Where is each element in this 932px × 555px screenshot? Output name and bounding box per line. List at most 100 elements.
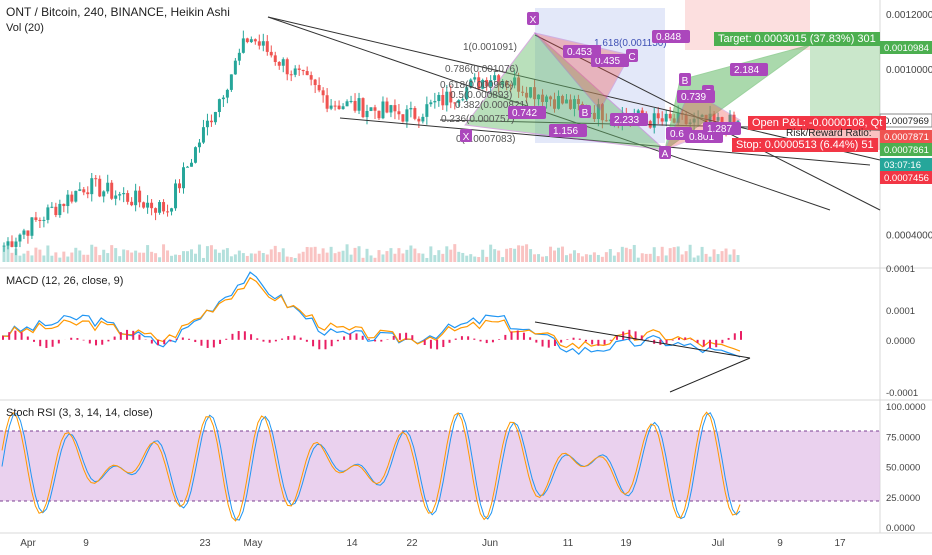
volume-bar: [258, 251, 261, 262]
volume-bar: [102, 250, 105, 262]
volume-bar: [222, 250, 225, 262]
volume-bar: [330, 247, 333, 262]
macd-histogram-bar: [554, 340, 556, 346]
candle-body: [314, 80, 317, 85]
macd-histogram-bar: [697, 340, 699, 343]
price-badge-text: 0.0007871: [884, 132, 929, 143]
candle-body: [18, 235, 21, 242]
candle-body: [362, 98, 365, 117]
candle-body: [106, 183, 109, 192]
candle-body: [417, 119, 420, 122]
candle-body: [342, 106, 345, 109]
volume-bar: [26, 251, 29, 262]
macd-pane[interactable]: [2, 272, 750, 392]
macd-histogram-bar: [225, 339, 227, 340]
target-label[interactable]: Target: 0.0003015 (37.83%) 301: [714, 32, 880, 46]
volume-bar: [637, 258, 640, 262]
candle-body: [46, 207, 49, 220]
candle-body: [22, 230, 25, 234]
macd-histogram-bar: [331, 340, 333, 346]
volume-bar: [525, 244, 528, 262]
candle-body: [34, 217, 37, 220]
candle-body: [437, 95, 440, 101]
pattern-ratio-label: 1.156: [553, 126, 578, 137]
candle-body: [653, 113, 656, 127]
volume-bar: [14, 249, 17, 262]
pattern-ratio-label: 0.848: [656, 32, 681, 43]
macd-histogram-bar: [455, 339, 457, 340]
volume-bar: [701, 247, 704, 262]
macd-histogram-bar: [21, 332, 23, 340]
macd-histogram-bar: [337, 340, 339, 341]
volume-bar: [461, 253, 464, 262]
symbol-title: ONT / Bitcoin, 240, BINANCE, Heikin Ashi: [6, 5, 230, 19]
macd-histogram-bar: [666, 340, 668, 344]
candle-body: [94, 178, 97, 179]
macd-histogram-bar: [393, 336, 395, 340]
macd-histogram-bar: [200, 340, 202, 346]
candle-body: [166, 211, 169, 212]
price-badge-text: 0.0010984: [884, 43, 929, 54]
volume-bar: [214, 249, 217, 262]
macd-histogram-bar: [548, 340, 550, 348]
stop-label[interactable]: Stop: 0.0000513 (6.44%) 51: [732, 138, 878, 152]
price-axis-tick: 0.0010000: [886, 65, 932, 76]
macd-histogram-bar: [579, 339, 581, 340]
macd-histogram-bar: [622, 332, 624, 340]
candle-body: [210, 121, 213, 122]
volume-bar: [94, 247, 97, 262]
price-pane[interactable]: [3, 17, 881, 255]
rsi-band: [0, 431, 880, 501]
candle-body: [14, 241, 17, 246]
volume-bar: [354, 248, 357, 262]
rsi-axis-tick: 50.0000: [886, 463, 920, 474]
volume-bar: [146, 245, 149, 262]
macd-axis-tick: 0.0000: [886, 336, 915, 347]
fib-level-label: 0.236(0.000757): [441, 114, 514, 125]
macd-histogram-bar: [114, 337, 116, 340]
volume-bar: [517, 245, 520, 262]
volume-bar: [645, 254, 648, 262]
volume-bar: [150, 252, 153, 262]
candle-body: [114, 196, 117, 199]
macd-histogram-bar: [231, 334, 233, 340]
volume-bar: [270, 249, 273, 262]
candle-body: [66, 195, 69, 206]
macd-histogram-bar: [362, 336, 364, 340]
volume-bar: [709, 257, 712, 262]
volume-bar: [485, 257, 488, 262]
volume-bar: [513, 249, 516, 262]
candle-body: [130, 202, 133, 205]
volume-bar: [242, 253, 245, 262]
macd-histogram-bar: [467, 336, 469, 339]
volume-bar: [210, 245, 213, 262]
time-axis-tick: Apr: [20, 538, 36, 549]
volume-bar: [625, 248, 628, 262]
time-axis-tick: 9: [777, 538, 783, 549]
volume-bar: [509, 248, 512, 262]
volume-bar: [126, 250, 129, 262]
candle-body: [366, 111, 369, 117]
volume-bar: [377, 250, 380, 262]
candle-body: [110, 183, 113, 199]
macd-label: MACD (12, 26, close, 9): [6, 275, 123, 287]
volume-bar: [278, 252, 281, 262]
macd-histogram-bar: [517, 331, 519, 340]
pattern-ratio-label: 2.184: [734, 65, 759, 76]
volume-bar: [457, 252, 460, 262]
macd-histogram-bar: [95, 340, 97, 346]
macd-histogram-bar: [529, 337, 531, 340]
candle-body: [178, 183, 181, 188]
macd-trend-line[interactable]: [535, 322, 750, 358]
macd-histogram-bar: [287, 336, 289, 340]
candle-body: [186, 167, 189, 168]
candle-body: [330, 106, 333, 109]
macd-histogram-bar: [157, 340, 159, 345]
macd-trend-line[interactable]: [670, 358, 750, 392]
candle-body: [182, 167, 185, 188]
macd-histogram-bar: [380, 340, 382, 342]
volume-bar: [725, 249, 728, 262]
volume-bar: [693, 258, 696, 262]
macd-histogram-bar: [597, 340, 599, 346]
